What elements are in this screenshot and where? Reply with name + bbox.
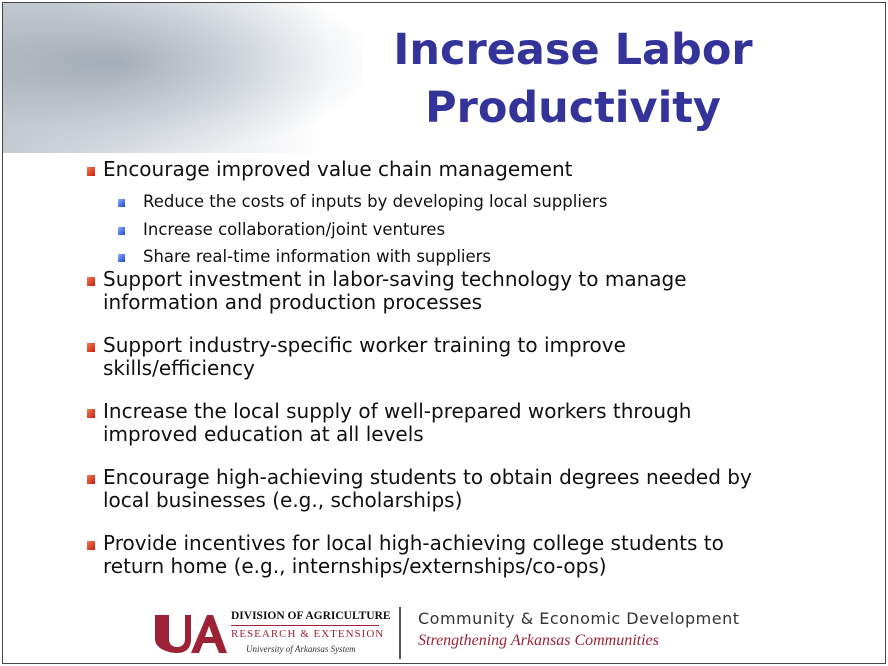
bullet-marker xyxy=(87,408,95,418)
bullet-marker xyxy=(87,540,95,550)
sub-bullet-text: Increase collaboration/joint ventures xyxy=(143,219,446,239)
divider xyxy=(399,607,401,659)
bullet-text: information and production processes xyxy=(103,289,483,314)
system-text: University of Arkansas System xyxy=(246,644,356,654)
bullet-marker xyxy=(87,342,95,352)
bullet-marker xyxy=(87,167,95,176)
bullet-marker xyxy=(87,474,95,484)
program-text: Community & Economic Development xyxy=(418,609,740,628)
sub-bullet-marker xyxy=(118,199,125,207)
research-text: RESEARCH & EXTENSION xyxy=(231,628,385,640)
slide-title: Increase Labor Productivity xyxy=(393,25,753,133)
bullet-text: Support investment in labor-saving techn… xyxy=(103,266,687,291)
sub-bullet-marker xyxy=(118,254,125,262)
bullet-text: Increase the local supply of well-prepar… xyxy=(103,398,692,423)
bullet-text: Provide incentives for local high-achiev… xyxy=(103,530,724,555)
bullet-text: Support industry-specific worker trainin… xyxy=(103,332,626,357)
bullet-text: skills/efficiency xyxy=(103,355,255,380)
bullet-text: local businesses (e.g., scholarships) xyxy=(103,487,463,512)
bullet-text: Encourage improved value chain managemen… xyxy=(103,157,573,181)
sub-bullet-marker xyxy=(118,226,125,235)
sub-bullet-text: Share real-time information with supplie… xyxy=(143,247,492,266)
bullet-text: return home (e.g., internships/externshi… xyxy=(103,553,607,578)
sub-bullet-text: Reduce the costs of inputs by developing… xyxy=(143,192,608,211)
division-text: DIVISION OF AGRICULTURE xyxy=(231,610,391,622)
bullet-text: Encourage high-achieving students to obt… xyxy=(103,464,752,489)
logo-rule xyxy=(231,625,379,626)
tagline-text: Strengthening Arkansas Communities xyxy=(418,632,659,649)
bullet-marker xyxy=(87,276,95,286)
ua-logo xyxy=(155,615,227,653)
header-photo xyxy=(3,3,363,153)
bullet-text: improved education at all levels xyxy=(103,421,424,446)
